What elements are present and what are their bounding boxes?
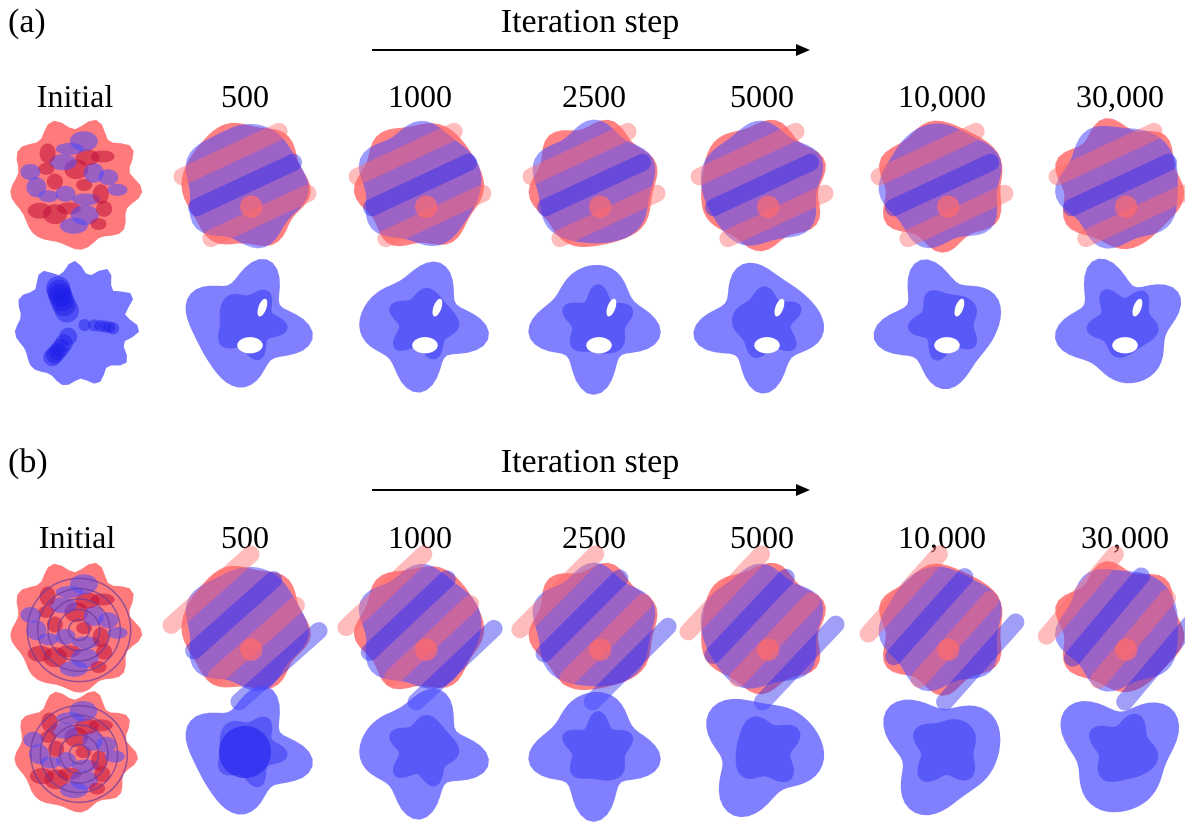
structure-blue-phase bbox=[14, 260, 139, 385]
col-label: 5000 bbox=[730, 78, 794, 114]
col-label: 30,000 bbox=[1076, 78, 1164, 114]
structure-ball bbox=[870, 120, 1014, 253]
panel-b-structures bbox=[10, 545, 1185, 822]
panel-a-label: (a) bbox=[8, 3, 46, 40]
col-label: Initial bbox=[39, 519, 116, 555]
structure-ball bbox=[690, 119, 834, 252]
col-label: 1000 bbox=[388, 78, 452, 114]
structure-blue-phase bbox=[359, 261, 489, 393]
structure-ball bbox=[511, 545, 677, 711]
col-label: 30,000 bbox=[1081, 519, 1169, 555]
structure-blue-phase bbox=[1055, 258, 1181, 384]
panel-b-column-labels: Initial 500 1000 2500 5000 10,000 30,000 bbox=[39, 519, 1169, 555]
structure-ball bbox=[348, 120, 492, 248]
structure-blue-phase bbox=[1060, 701, 1180, 813]
panel-b-label: (b) bbox=[8, 443, 48, 480]
panel-b-iteration-title: Iteration step bbox=[501, 443, 679, 480]
panel-a-structures bbox=[10, 118, 1185, 395]
structure-ball bbox=[1037, 545, 1185, 711]
structure-blue-phase bbox=[883, 699, 1001, 816]
panel-a-arrow bbox=[372, 44, 810, 56]
col-label: 1000 bbox=[388, 519, 452, 555]
col-label: 2500 bbox=[562, 78, 626, 114]
panel-b-header: (b) Iteration step bbox=[8, 443, 810, 496]
structure-blue-phase bbox=[528, 265, 661, 395]
col-label: 10,000 bbox=[898, 519, 986, 555]
structure-blue-phase bbox=[528, 692, 661, 822]
panel-b-arrow bbox=[372, 484, 810, 496]
structure-ball bbox=[679, 545, 845, 711]
structure-ball bbox=[10, 562, 143, 693]
structure-blue-phase bbox=[873, 259, 1002, 389]
col-label: 10,000 bbox=[898, 78, 986, 114]
structure-blue-phase bbox=[185, 686, 313, 815]
structure-blue-phase bbox=[185, 259, 313, 388]
col-label: 2500 bbox=[562, 519, 626, 555]
structure-ball bbox=[173, 122, 317, 249]
col-label: Initial bbox=[37, 78, 114, 114]
col-label: 500 bbox=[221, 78, 269, 114]
col-label: 500 bbox=[221, 519, 269, 555]
structure-ball bbox=[859, 545, 1025, 711]
structure-ball bbox=[10, 119, 143, 250]
structure-ball bbox=[522, 119, 666, 248]
panel-a-header: (a) Iteration step bbox=[8, 3, 810, 56]
structure-blue-phase bbox=[693, 262, 825, 394]
structure-blue-phase bbox=[706, 698, 825, 818]
structure-ball bbox=[1048, 118, 1185, 250]
panel-a-column-labels: Initial 500 1000 2500 5000 10,000 30,000 bbox=[37, 78, 1164, 114]
col-label: 5000 bbox=[730, 519, 794, 555]
structure-blue-phase bbox=[359, 688, 489, 820]
structure-ball bbox=[337, 545, 503, 711]
structure-ball bbox=[14, 691, 138, 813]
panel-a-iteration-title: Iteration step bbox=[501, 3, 679, 40]
structure-ball bbox=[162, 545, 328, 711]
